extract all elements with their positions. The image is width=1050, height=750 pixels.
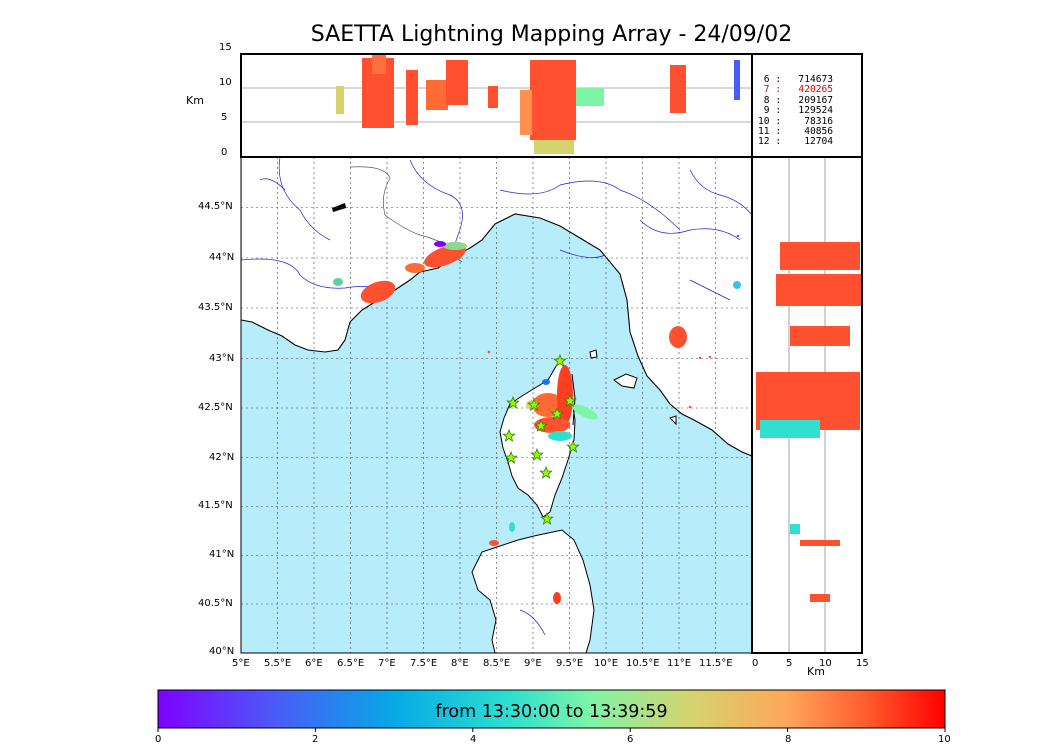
station-star-icon (502, 353, 580, 525)
lon-tick: 10°E (594, 658, 619, 669)
station-counts: 6 : 714673 7 : 420265 8 : 209167 9 : 129… (758, 74, 834, 148)
station-count-row: 11 : 40856 (758, 126, 834, 138)
figure-title: SAETTA Lightning Mapping Array - 24/09/0… (310, 22, 793, 47)
station-count-row: 12 : 12704 (758, 136, 834, 148)
alt-tick: 0 (221, 147, 228, 158)
lon-tick: 7.5°E (410, 658, 438, 669)
lon-tick: 11.5°E (699, 658, 733, 669)
lon-tick: 8.5°E (483, 658, 511, 669)
lat-tick: 40.5°N (198, 598, 233, 609)
colorbar-tick: 0 (155, 734, 162, 745)
lon-tick: 5°E (232, 658, 250, 669)
alt-tick: 5 (221, 112, 228, 123)
colorbar-tick: 2 (312, 734, 319, 745)
lat-tick: 44.5°N (198, 201, 233, 212)
station-count-row-highlight: 7 : 420265 (758, 84, 834, 96)
counts-panel (751, 53, 863, 158)
altitude-longitude-panel (241, 54, 752, 157)
colorbar-tick: 8 (785, 734, 792, 745)
lon-tick: 10.5°E (626, 658, 660, 669)
alt-tick: 15 (219, 42, 232, 53)
side-tick: 0 (752, 658, 759, 669)
lat-tick: 43°N (209, 353, 235, 364)
station-count-row: 10 : 78316 (758, 115, 834, 127)
alt-unit-label: Km (186, 94, 204, 107)
lat-tick: 42.5°N (198, 402, 233, 413)
lat-tick: 41.5°N (198, 500, 233, 511)
map-panel (241, 157, 752, 653)
sardinia (471, 529, 595, 653)
lon-tick: 11°E (667, 658, 692, 669)
lat-tick: 42°N (209, 452, 235, 463)
lightning-clusters-map (333, 234, 741, 604)
colorbar (157, 689, 946, 729)
colorbar-tick: 4 (470, 734, 477, 745)
colorbar-time-range: from 13:30:00 to 13:39:59 (435, 702, 668, 722)
lon-tick: 8°E (451, 658, 469, 669)
lon-tick: 9.5°E (556, 658, 584, 669)
lat-tick: 43.5°N (198, 302, 233, 313)
graticule (241, 157, 752, 653)
alt-tick: 10 (219, 77, 232, 88)
side-tick: 5 (786, 658, 793, 669)
station-count-row: 6 : 714673 (758, 74, 834, 85)
lon-tick: 5.5°E (264, 658, 292, 669)
station-count-row: 9 : 129524 (758, 105, 834, 117)
lat-tick: 40°N (209, 646, 235, 657)
lon-tick: 9°E (524, 658, 542, 669)
lon-tick: 6°E (305, 658, 323, 669)
lon-tick: 6.5°E (337, 658, 365, 669)
colorbar-tick: 6 (627, 734, 634, 745)
station-count-row: 8 : 209167 (758, 94, 834, 106)
lat-tick: 44°N (209, 252, 235, 263)
lon-tick: 7°E (378, 658, 396, 669)
latitude-altitude-panel (752, 157, 862, 653)
side-tick: 15 (856, 658, 869, 669)
side-tick: 10 (819, 658, 832, 669)
colorbar-tick: 10 (938, 734, 951, 745)
side-xlabel: Km (807, 665, 825, 678)
lat-tick: 41°N (209, 549, 235, 560)
mainland (241, 157, 752, 457)
